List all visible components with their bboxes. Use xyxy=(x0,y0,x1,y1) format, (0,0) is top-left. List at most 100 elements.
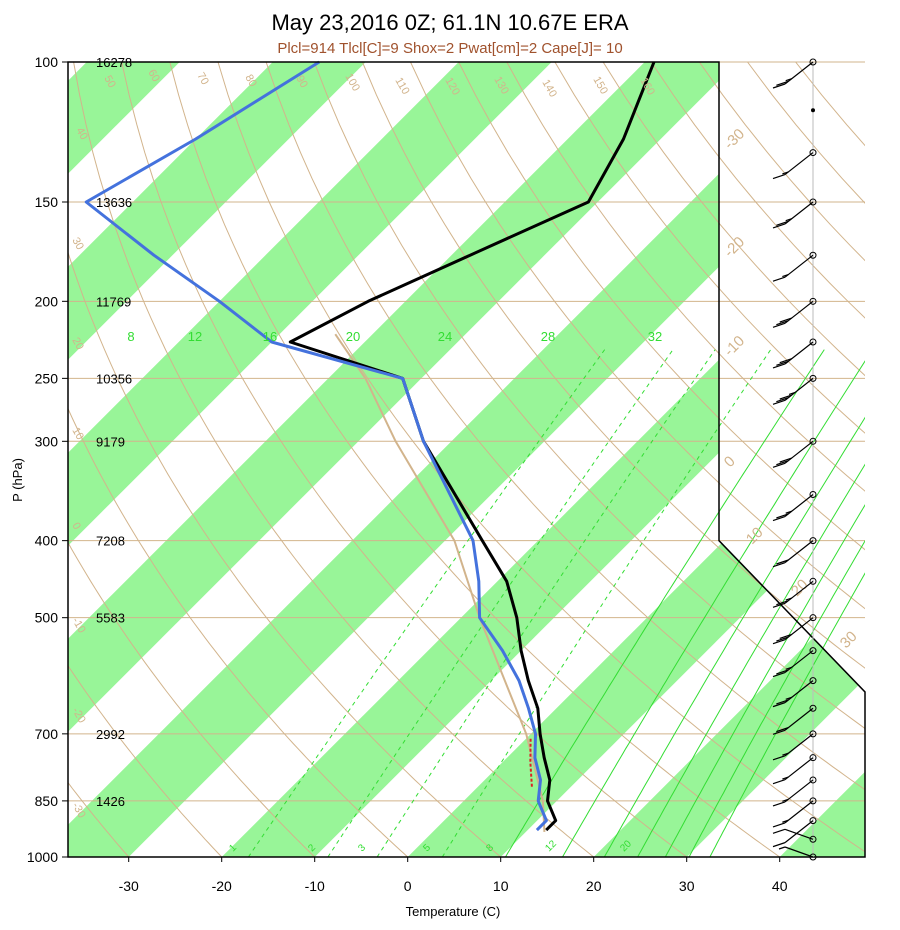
dry-adiabat-label: 110 xyxy=(392,76,411,97)
barb-flag xyxy=(772,322,786,328)
barb-flag xyxy=(772,801,786,807)
height-label: 5583 xyxy=(96,611,125,626)
pressure-tick-label: 100 xyxy=(35,54,59,70)
barb-staff xyxy=(784,757,814,781)
dry-adiabat xyxy=(313,62,865,730)
barb-flag xyxy=(779,358,792,364)
barb-station xyxy=(809,577,817,585)
mixing-ratio-line xyxy=(709,572,865,857)
barb-staff xyxy=(784,617,814,641)
pressure-tick-label: 700 xyxy=(35,726,59,742)
wind-barb xyxy=(772,149,817,180)
pressure-tick-label: 150 xyxy=(35,194,59,210)
pressure-tick-label: 200 xyxy=(35,293,59,309)
barb-flag xyxy=(772,363,786,369)
wind-barb xyxy=(772,677,817,708)
dry-adiabat-label: 150 xyxy=(590,75,610,97)
barb-station xyxy=(809,537,817,545)
wind-barb xyxy=(811,108,815,113)
dry-adiabat xyxy=(68,541,316,857)
dry-adiabat xyxy=(410,62,865,610)
barb-flag xyxy=(776,669,789,675)
barb-staff xyxy=(784,779,814,803)
isotherm-band xyxy=(68,62,180,174)
dewpoint-line xyxy=(84,60,548,832)
dry-adiabat-label: 20 xyxy=(69,336,86,353)
mixing-ratio-label: 8 xyxy=(127,329,134,344)
barb-station xyxy=(809,730,817,738)
wind-barb xyxy=(772,297,817,328)
barb-station xyxy=(809,853,817,861)
temperature-tick-label: 20 xyxy=(586,878,602,894)
wind-barbs xyxy=(772,58,817,861)
barb-half-flag xyxy=(782,752,789,756)
wind-barb xyxy=(772,730,817,761)
barb-staff xyxy=(784,61,814,85)
barb-flag xyxy=(776,513,789,519)
wind-barb xyxy=(772,704,817,735)
barb-flag xyxy=(772,729,786,735)
barb-staff xyxy=(784,680,814,704)
barb-flag xyxy=(772,223,786,229)
barb-staff xyxy=(784,820,814,844)
barb-station xyxy=(809,797,817,805)
wind-barb xyxy=(772,577,817,608)
barb-flag xyxy=(776,636,789,642)
barb-flag xyxy=(772,755,786,761)
barb-flag xyxy=(776,397,789,403)
barb-half-flag xyxy=(785,666,792,670)
pressure-tick-label: 850 xyxy=(35,793,59,809)
dry-adiabat xyxy=(73,62,595,857)
dry-adiabat-label: 40 xyxy=(73,126,90,143)
barb-station xyxy=(809,374,817,382)
temperature-tick-label: 30 xyxy=(679,878,695,894)
barb-staff xyxy=(784,650,814,674)
barb-staff xyxy=(784,494,814,518)
y-axis-title: P (hPa) xyxy=(10,458,25,502)
mixing-ratio-line xyxy=(376,349,716,857)
barb-flag xyxy=(776,600,789,606)
dry-adiabat xyxy=(169,62,780,857)
barb-half-flag xyxy=(782,274,789,278)
temperature-tick-label: -30 xyxy=(119,878,139,894)
barb-flag xyxy=(776,727,789,733)
mixing-ratio-line xyxy=(664,504,865,857)
barb-flag xyxy=(772,828,786,834)
wind-barb xyxy=(772,614,817,645)
barb-half-flag xyxy=(782,776,789,780)
wind-barb xyxy=(772,437,817,468)
barb-half-flag xyxy=(778,846,786,850)
dry-adiabat xyxy=(265,62,865,791)
barb-staff xyxy=(784,341,814,365)
dry-adiabat xyxy=(458,62,865,551)
mixing-ratio-line xyxy=(562,360,865,857)
plot-area xyxy=(68,62,865,857)
temperature-tick-label: 10 xyxy=(493,878,509,894)
height-label: 16278 xyxy=(96,55,132,70)
dry-adiabat-label: 50 xyxy=(101,74,118,91)
barb-staff xyxy=(784,377,814,401)
isotherm-bands xyxy=(68,62,865,857)
isotherm-band xyxy=(779,771,865,857)
mixing-ratio-label: 20 xyxy=(346,329,360,344)
isotherm-band xyxy=(407,399,865,857)
dry-adiabat-label: 80 xyxy=(242,73,259,90)
barb-station xyxy=(809,835,817,843)
barb-half-flag xyxy=(782,798,789,802)
barb-station xyxy=(809,149,817,157)
mixing-ratio-label: 32 xyxy=(648,329,662,344)
barb-flag xyxy=(772,83,786,89)
height-label: 10356 xyxy=(96,371,132,386)
dry-adiabat-label: 100 xyxy=(342,72,362,94)
temperature-tick-label: 40 xyxy=(772,878,788,894)
barb-staff xyxy=(784,440,814,464)
barb-flag xyxy=(772,462,786,468)
temperature-line xyxy=(288,61,656,832)
dry-adiabat xyxy=(68,250,502,857)
barb-flag xyxy=(772,702,786,708)
dry-adiabat xyxy=(68,664,223,857)
barb-station xyxy=(809,437,817,445)
mixing-ratio-label: 12 xyxy=(543,838,559,854)
barb-half-flag xyxy=(785,597,792,601)
barb-flag xyxy=(772,562,786,568)
